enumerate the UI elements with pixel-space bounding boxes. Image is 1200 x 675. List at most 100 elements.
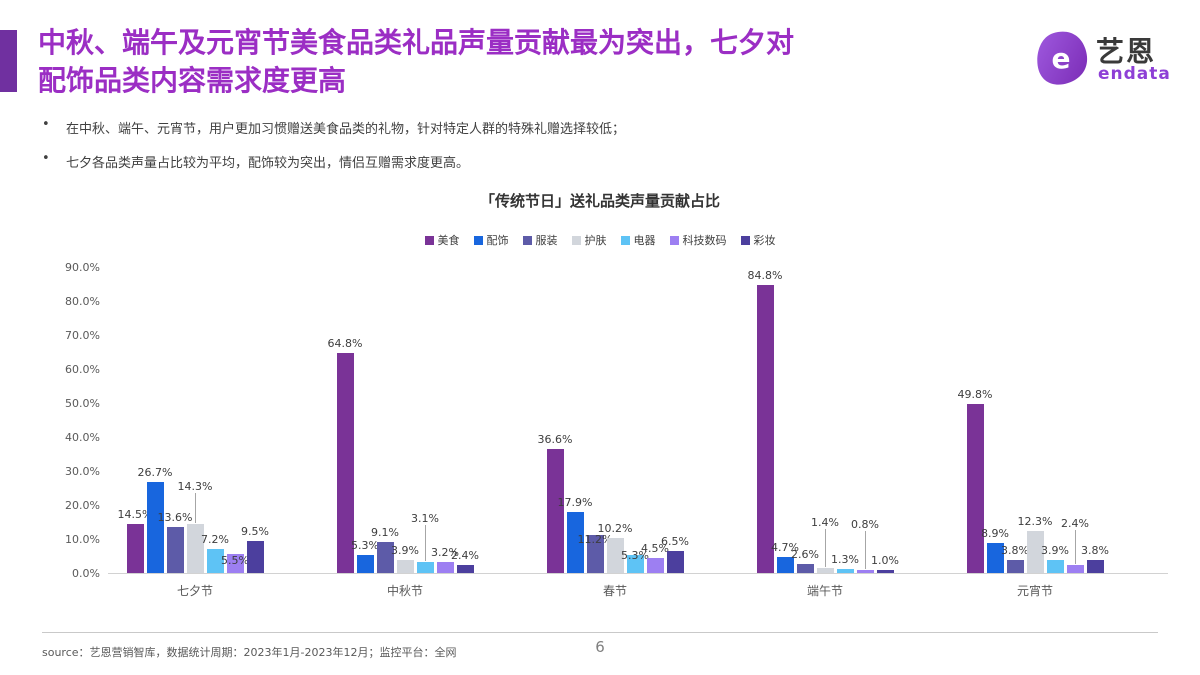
endata-logo: e 艺恩 endata: [1032, 28, 1182, 92]
bar-value-label: 84.8%: [747, 268, 783, 282]
bar-七夕节-彩妆: [246, 540, 264, 573]
bar-value-label: 4.5%: [641, 541, 669, 555]
bar-value-label: 1.0%: [871, 553, 899, 567]
bar-value-label: 10.2%: [597, 522, 633, 536]
y-axis-tick-label: 80.0%: [65, 295, 100, 308]
bar-端午节-美食: [756, 284, 774, 573]
bar-中秋节-彩妆: [456, 564, 474, 573]
legend-item: 彩妆: [740, 232, 776, 248]
y-axis-tick-label: 60.0%: [65, 363, 100, 376]
bar-value-label: 36.6%: [537, 432, 573, 446]
bar-七夕节-美食: [126, 523, 144, 573]
label-leader-line: [195, 493, 196, 524]
legend-item: 电器: [620, 232, 656, 248]
bullet-item: • 七夕各品类声量占比较为平均，配饰较为突出，情侣互赠需求度更高。: [40, 151, 1040, 171]
bar-value-label: 13.6%: [157, 510, 193, 524]
bar-元宵节-护肤: [1026, 531, 1044, 573]
legend-swatch: [740, 235, 750, 245]
legend-label: 电器: [633, 234, 656, 247]
bar-value-label: 49.8%: [957, 387, 993, 401]
bar-value-label: 3.2%: [431, 546, 459, 560]
bullet-item: • 在中秋、端午、元宵节，用户更加习惯赠送美食品类的礼物，针对特定人群的特殊礼赠…: [40, 117, 1040, 137]
label-leader-line: [825, 529, 826, 568]
y-axis-tick-label: 30.0%: [65, 465, 100, 478]
bullet-text: 七夕各品类声量占比较为平均，配饰较为突出，情侣互赠需求度更高。: [66, 156, 470, 171]
bar-value-label: 8.9%: [981, 526, 1009, 540]
bar-端午节-护肤: [816, 568, 834, 573]
bar-七夕节-电器: [206, 548, 224, 573]
bar-value-label: 5.5%: [221, 554, 249, 568]
bar-value-label: 3.8%: [1001, 544, 1029, 558]
chart-legend: 美食 配饰 服装 护肤 电器 科技数码 彩妆: [0, 232, 1200, 248]
bar-中秋节-美食: [336, 352, 354, 573]
bar-元宵节-配饰: [986, 542, 1004, 573]
label-leader-line: [425, 525, 426, 562]
svg-text:e: e: [1052, 42, 1071, 75]
legend-label: 配饰: [486, 234, 509, 247]
legend-swatch: [424, 235, 434, 245]
bar-端午节-彩妆: [876, 569, 894, 573]
bar-春节-电器: [626, 554, 644, 573]
bar-value-label: 11.2%: [577, 532, 613, 546]
bar-value-label: 26.7%: [137, 466, 173, 480]
bar-七夕节-科技数码: [226, 554, 244, 573]
bar-value-label: 3.9%: [391, 543, 419, 557]
x-axis-category-label: 七夕节: [176, 584, 213, 598]
x-axis-category-label: 元宵节: [1016, 584, 1053, 598]
bar-春节-配饰: [566, 512, 584, 573]
logo-brand-text: 艺恩: [1096, 35, 1157, 68]
legend-label: 科技数码: [682, 234, 727, 247]
bar-value-label: 2.4%: [1061, 516, 1089, 530]
bar-value-label: 2.4%: [451, 548, 479, 562]
legend-item: 美食: [424, 232, 460, 248]
bullet-dot: •: [42, 151, 50, 166]
bar-中秋节-服装: [376, 542, 394, 573]
x-axis-category-label: 中秋节: [386, 584, 423, 598]
bar-value-label: 14.5%: [117, 507, 153, 521]
bar-元宵节-科技数码: [1066, 564, 1084, 573]
bar-春节-服装: [586, 534, 604, 573]
logo-sub-text: endata: [1098, 64, 1171, 84]
legend-item: 科技数码: [669, 232, 727, 248]
bar-value-label: 9.5%: [241, 524, 269, 538]
bar-中秋节-科技数码: [436, 562, 454, 573]
legend-swatch: [620, 235, 630, 245]
legend-label: 服装: [535, 234, 558, 247]
bar-春节-护肤: [606, 538, 624, 573]
label-leader-line: [865, 531, 866, 570]
bar-中秋节-配饰: [356, 554, 374, 573]
page-title-line2: 配饰品类内容需求度更高: [38, 64, 347, 97]
legend-label: 彩妆: [753, 234, 776, 247]
x-axis-line: [108, 573, 1168, 574]
x-axis-category-label: 端午节: [806, 584, 843, 598]
chart-title: 「传统节日」送礼品类声量贡献占比: [479, 192, 720, 210]
y-axis-tick-label: 70.0%: [65, 329, 100, 342]
bar-七夕节-服装: [166, 526, 184, 573]
bar-春节-科技数码: [646, 557, 664, 573]
bar-中秋节-电器: [416, 562, 434, 573]
bar-端午节-服装: [796, 564, 814, 573]
bar-value-label: 1.4%: [811, 516, 839, 530]
bullet-list: • 在中秋、端午、元宵节，用户更加习惯赠送美食品类的礼物，针对特定人群的特殊礼赠…: [40, 117, 1040, 186]
bar-元宵节-彩妆: [1086, 560, 1104, 573]
bar-value-label: 3.8%: [1081, 544, 1109, 558]
y-axis-tick-label: 0.0%: [72, 567, 100, 580]
bar-元宵节-美食: [966, 403, 984, 573]
bar-value-label: 64.8%: [327, 336, 363, 350]
title-accent-bar: [0, 30, 17, 92]
bar-春节-美食: [546, 448, 564, 573]
legend-label: 美食: [437, 234, 460, 247]
legend-item: 配饰: [473, 232, 509, 248]
page-number: 6: [595, 638, 605, 656]
bar-端午节-科技数码: [856, 570, 874, 573]
bar-元宵节-电器: [1046, 559, 1064, 573]
bar-七夕节-配饰: [146, 482, 164, 573]
footer-divider: [42, 632, 1158, 633]
y-axis-tick-label: 40.0%: [65, 431, 100, 444]
page-title-line1: 中秋、端午及元宵节美食品类礼品声量贡献最为突出，七夕对: [38, 26, 795, 59]
bar-value-label: 3.9%: [1041, 543, 1069, 557]
legend-swatch: [571, 235, 581, 245]
y-axis-tick-label: 20.0%: [65, 499, 100, 512]
bar-value-label: 9.1%: [371, 526, 399, 540]
